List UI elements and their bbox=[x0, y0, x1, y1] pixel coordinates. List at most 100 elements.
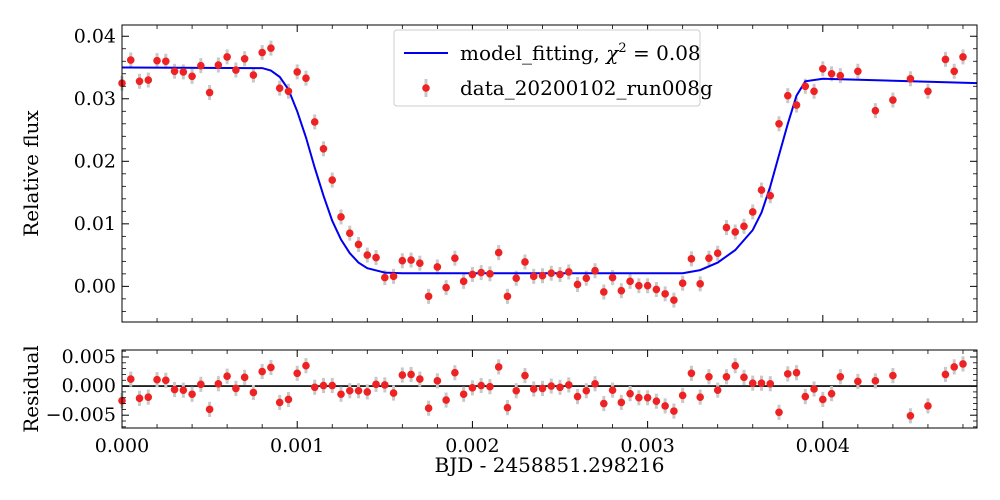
data-point bbox=[240, 54, 249, 63]
data-point bbox=[670, 296, 678, 304]
data-point bbox=[144, 393, 153, 401]
data-point bbox=[214, 379, 223, 388]
data-point bbox=[608, 273, 617, 282]
data-point bbox=[126, 375, 135, 383]
x-tick-label: 0.002 bbox=[445, 435, 499, 457]
data-point bbox=[135, 394, 144, 403]
data-point bbox=[363, 388, 372, 396]
data-point bbox=[232, 384, 240, 393]
data-point bbox=[503, 292, 512, 301]
data-point bbox=[827, 389, 836, 398]
y-tick-label: −0.005 bbox=[46, 404, 116, 426]
data-point bbox=[722, 372, 731, 381]
data-point bbox=[731, 361, 740, 370]
data-point bbox=[810, 87, 818, 96]
data-point bbox=[197, 380, 205, 389]
data-point bbox=[696, 393, 704, 401]
data-point bbox=[179, 68, 188, 76]
data-point bbox=[284, 87, 293, 96]
y-tick-label: 0.04 bbox=[74, 25, 116, 47]
data-point bbox=[556, 383, 564, 392]
data-point bbox=[416, 259, 424, 268]
data-point bbox=[258, 48, 266, 57]
data-point bbox=[188, 390, 196, 399]
residual-panel: 0.000 0.001 0.002 0.003 0.004 −0.005 0.000 0.00… bbox=[19, 345, 978, 477]
data-point bbox=[792, 101, 801, 109]
y-tick-label: 0.01 bbox=[74, 213, 116, 235]
data-point bbox=[345, 386, 354, 395]
data-point bbox=[678, 391, 687, 400]
x-axis-title: BJD - 2458851.298216 bbox=[435, 453, 665, 477]
data-point bbox=[766, 379, 775, 388]
data-point bbox=[950, 363, 959, 371]
data-point bbox=[223, 372, 231, 380]
data-point bbox=[529, 385, 538, 393]
data-point bbox=[126, 56, 135, 64]
data-point bbox=[135, 77, 144, 86]
data-point bbox=[249, 388, 258, 397]
data-point bbox=[433, 263, 442, 271]
data-point bbox=[941, 370, 950, 379]
data-point bbox=[740, 373, 748, 382]
data-point bbox=[661, 402, 669, 410]
data-point bbox=[924, 87, 932, 96]
legend-point-swatch bbox=[422, 84, 430, 92]
data-point bbox=[188, 72, 196, 81]
data-point bbox=[705, 372, 713, 381]
legend: model_fitting, χ2 = 0.08 data_20200102_r… bbox=[393, 29, 713, 107]
y-tick-label: 0.000 bbox=[62, 375, 116, 397]
data-point bbox=[442, 283, 450, 292]
data-point bbox=[556, 270, 564, 279]
data-point bbox=[275, 398, 284, 407]
data-point bbox=[924, 402, 932, 410]
data-point bbox=[775, 119, 783, 128]
data-point bbox=[889, 96, 897, 104]
data-point bbox=[529, 272, 538, 281]
data-point bbox=[477, 381, 485, 390]
main-y-axis-title: Relative flux bbox=[19, 109, 43, 236]
data-point bbox=[854, 67, 862, 76]
data-point bbox=[407, 256, 415, 264]
residual-axes-frame bbox=[121, 349, 978, 429]
data-point bbox=[564, 381, 573, 389]
data-point bbox=[906, 74, 915, 83]
data-point bbox=[538, 384, 547, 393]
main-panel: 0.00 0.01 0.02 0.03 0.04 Relative flux model… bbox=[19, 24, 978, 323]
data-point bbox=[319, 381, 328, 390]
data-point bbox=[538, 271, 547, 280]
data-point bbox=[713, 386, 722, 394]
data-point bbox=[275, 84, 284, 92]
data-point bbox=[144, 76, 153, 84]
data-point bbox=[451, 368, 459, 377]
data-point bbox=[354, 240, 363, 249]
data-point bbox=[521, 371, 529, 380]
data-point bbox=[310, 383, 319, 392]
data-point bbox=[328, 381, 337, 390]
data-point bbox=[775, 408, 783, 417]
data-point bbox=[494, 248, 503, 257]
data-point bbox=[486, 382, 494, 391]
x-tick-label: 0.000 bbox=[95, 435, 149, 457]
data-point bbox=[608, 386, 617, 394]
data-point bbox=[757, 186, 766, 194]
data-point bbox=[451, 254, 459, 263]
data-point bbox=[153, 56, 161, 65]
data-point bbox=[819, 395, 827, 404]
data-point bbox=[687, 369, 696, 378]
residual-ticks: 0.000 0.001 0.002 0.003 0.004 −0.005 0.000 0.00… bbox=[46, 346, 977, 457]
data-point bbox=[810, 385, 818, 393]
data-point bbox=[214, 61, 223, 69]
data-point bbox=[564, 268, 573, 276]
data-point bbox=[854, 377, 862, 386]
data-point bbox=[705, 254, 713, 263]
residual-data-points bbox=[118, 360, 967, 420]
data-point bbox=[486, 270, 494, 278]
data-point bbox=[398, 256, 407, 265]
y-tick-label: 0.02 bbox=[74, 150, 116, 172]
data-point bbox=[433, 377, 442, 385]
y-tick-label: 0.00 bbox=[74, 275, 116, 297]
data-point bbox=[512, 386, 521, 395]
data-point bbox=[801, 392, 810, 401]
data-point bbox=[600, 399, 608, 408]
data-point bbox=[477, 268, 485, 277]
